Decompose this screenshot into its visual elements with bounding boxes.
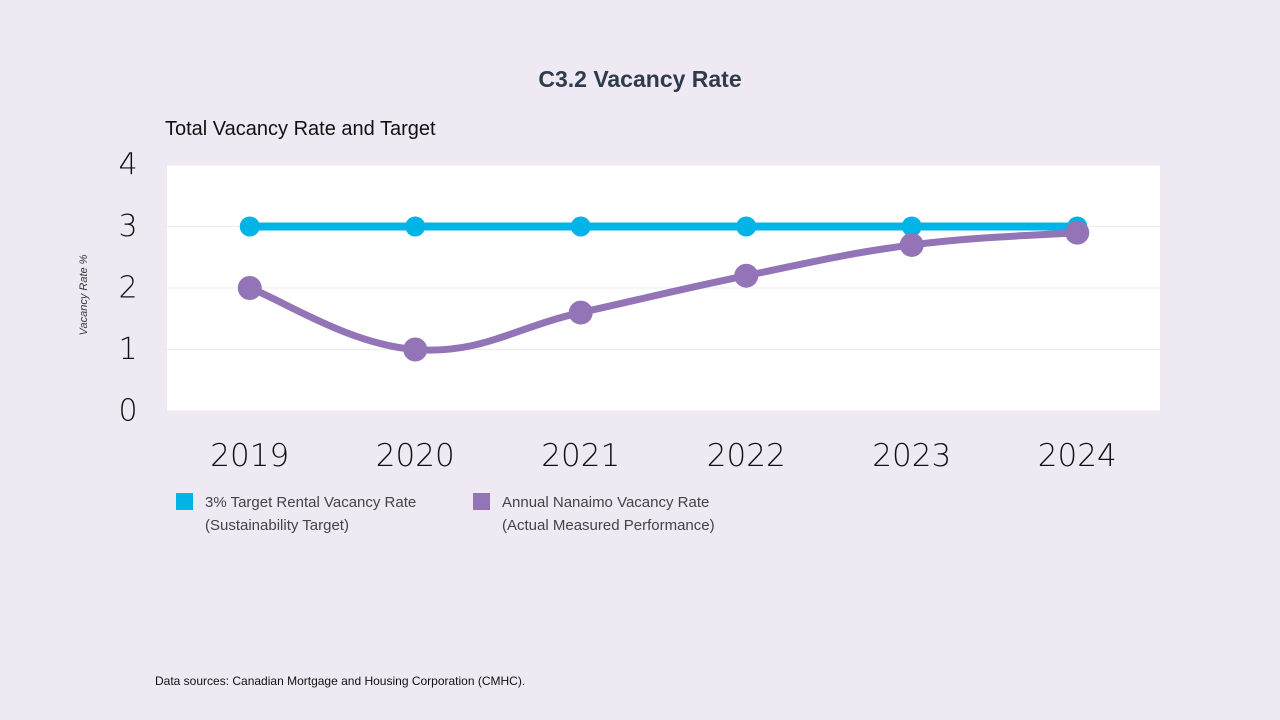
series-1-point-2019: [237, 276, 262, 300]
series-0-point-2023: [901, 216, 922, 237]
legend-label-target-line1: 3% Target Rental Vacancy Rate: [205, 494, 417, 511]
series-1-point-2021: [568, 300, 593, 325]
series-1-point-2022: [734, 263, 759, 288]
series-0-point-2021: [570, 216, 591, 237]
legend-swatch-actual: [473, 493, 490, 510]
legend-item-actual: Annual Nanaimo Vacancy Rate (Actual Meas…: [473, 491, 715, 537]
y-tick-label-3: 3: [118, 209, 137, 244]
y-tick-label-2: 2: [118, 271, 137, 306]
x-tick-label-2021: 2021: [541, 438, 620, 474]
series-0-point-2020: [405, 216, 426, 237]
legend-swatch-target: [176, 493, 193, 510]
series-0-point-2019: [239, 216, 260, 237]
series-1-point-2020: [403, 337, 428, 362]
y-tick-label-1: 1: [118, 332, 137, 367]
series-1-point-2024: [1065, 220, 1090, 245]
y-tick-label-0: 0: [118, 394, 137, 429]
x-tick-label-2023: 2023: [872, 438, 951, 474]
legend-item-target: 3% Target Rental Vacancy Rate (Sustainab…: [176, 491, 416, 537]
y-tick-label-4: 4: [118, 148, 137, 183]
chart-subtitle: Total Vacancy Rate and Target: [165, 118, 436, 140]
legend-label-target-line2: (Sustainability Target): [205, 517, 349, 534]
x-tick-label-2022: 2022: [707, 438, 786, 474]
series-line-1: [246, 229, 1081, 354]
legend-label-actual-line1: Annual Nanaimo Vacancy Rate: [502, 494, 710, 511]
series-1-point-2023: [899, 232, 924, 257]
series-0-point-2022: [736, 216, 757, 237]
data-source-note: Data sources: Canadian Mortgage and Hous…: [155, 674, 526, 688]
chart-title: C3.2 Vacancy Rate: [538, 66, 742, 92]
legend-label-actual-line2: (Actual Measured Performance): [502, 517, 715, 534]
x-tick-label-2024: 2024: [1038, 438, 1117, 474]
x-tick-label-2019: 2019: [210, 438, 289, 474]
x-tick-label-2020: 2020: [376, 438, 455, 474]
